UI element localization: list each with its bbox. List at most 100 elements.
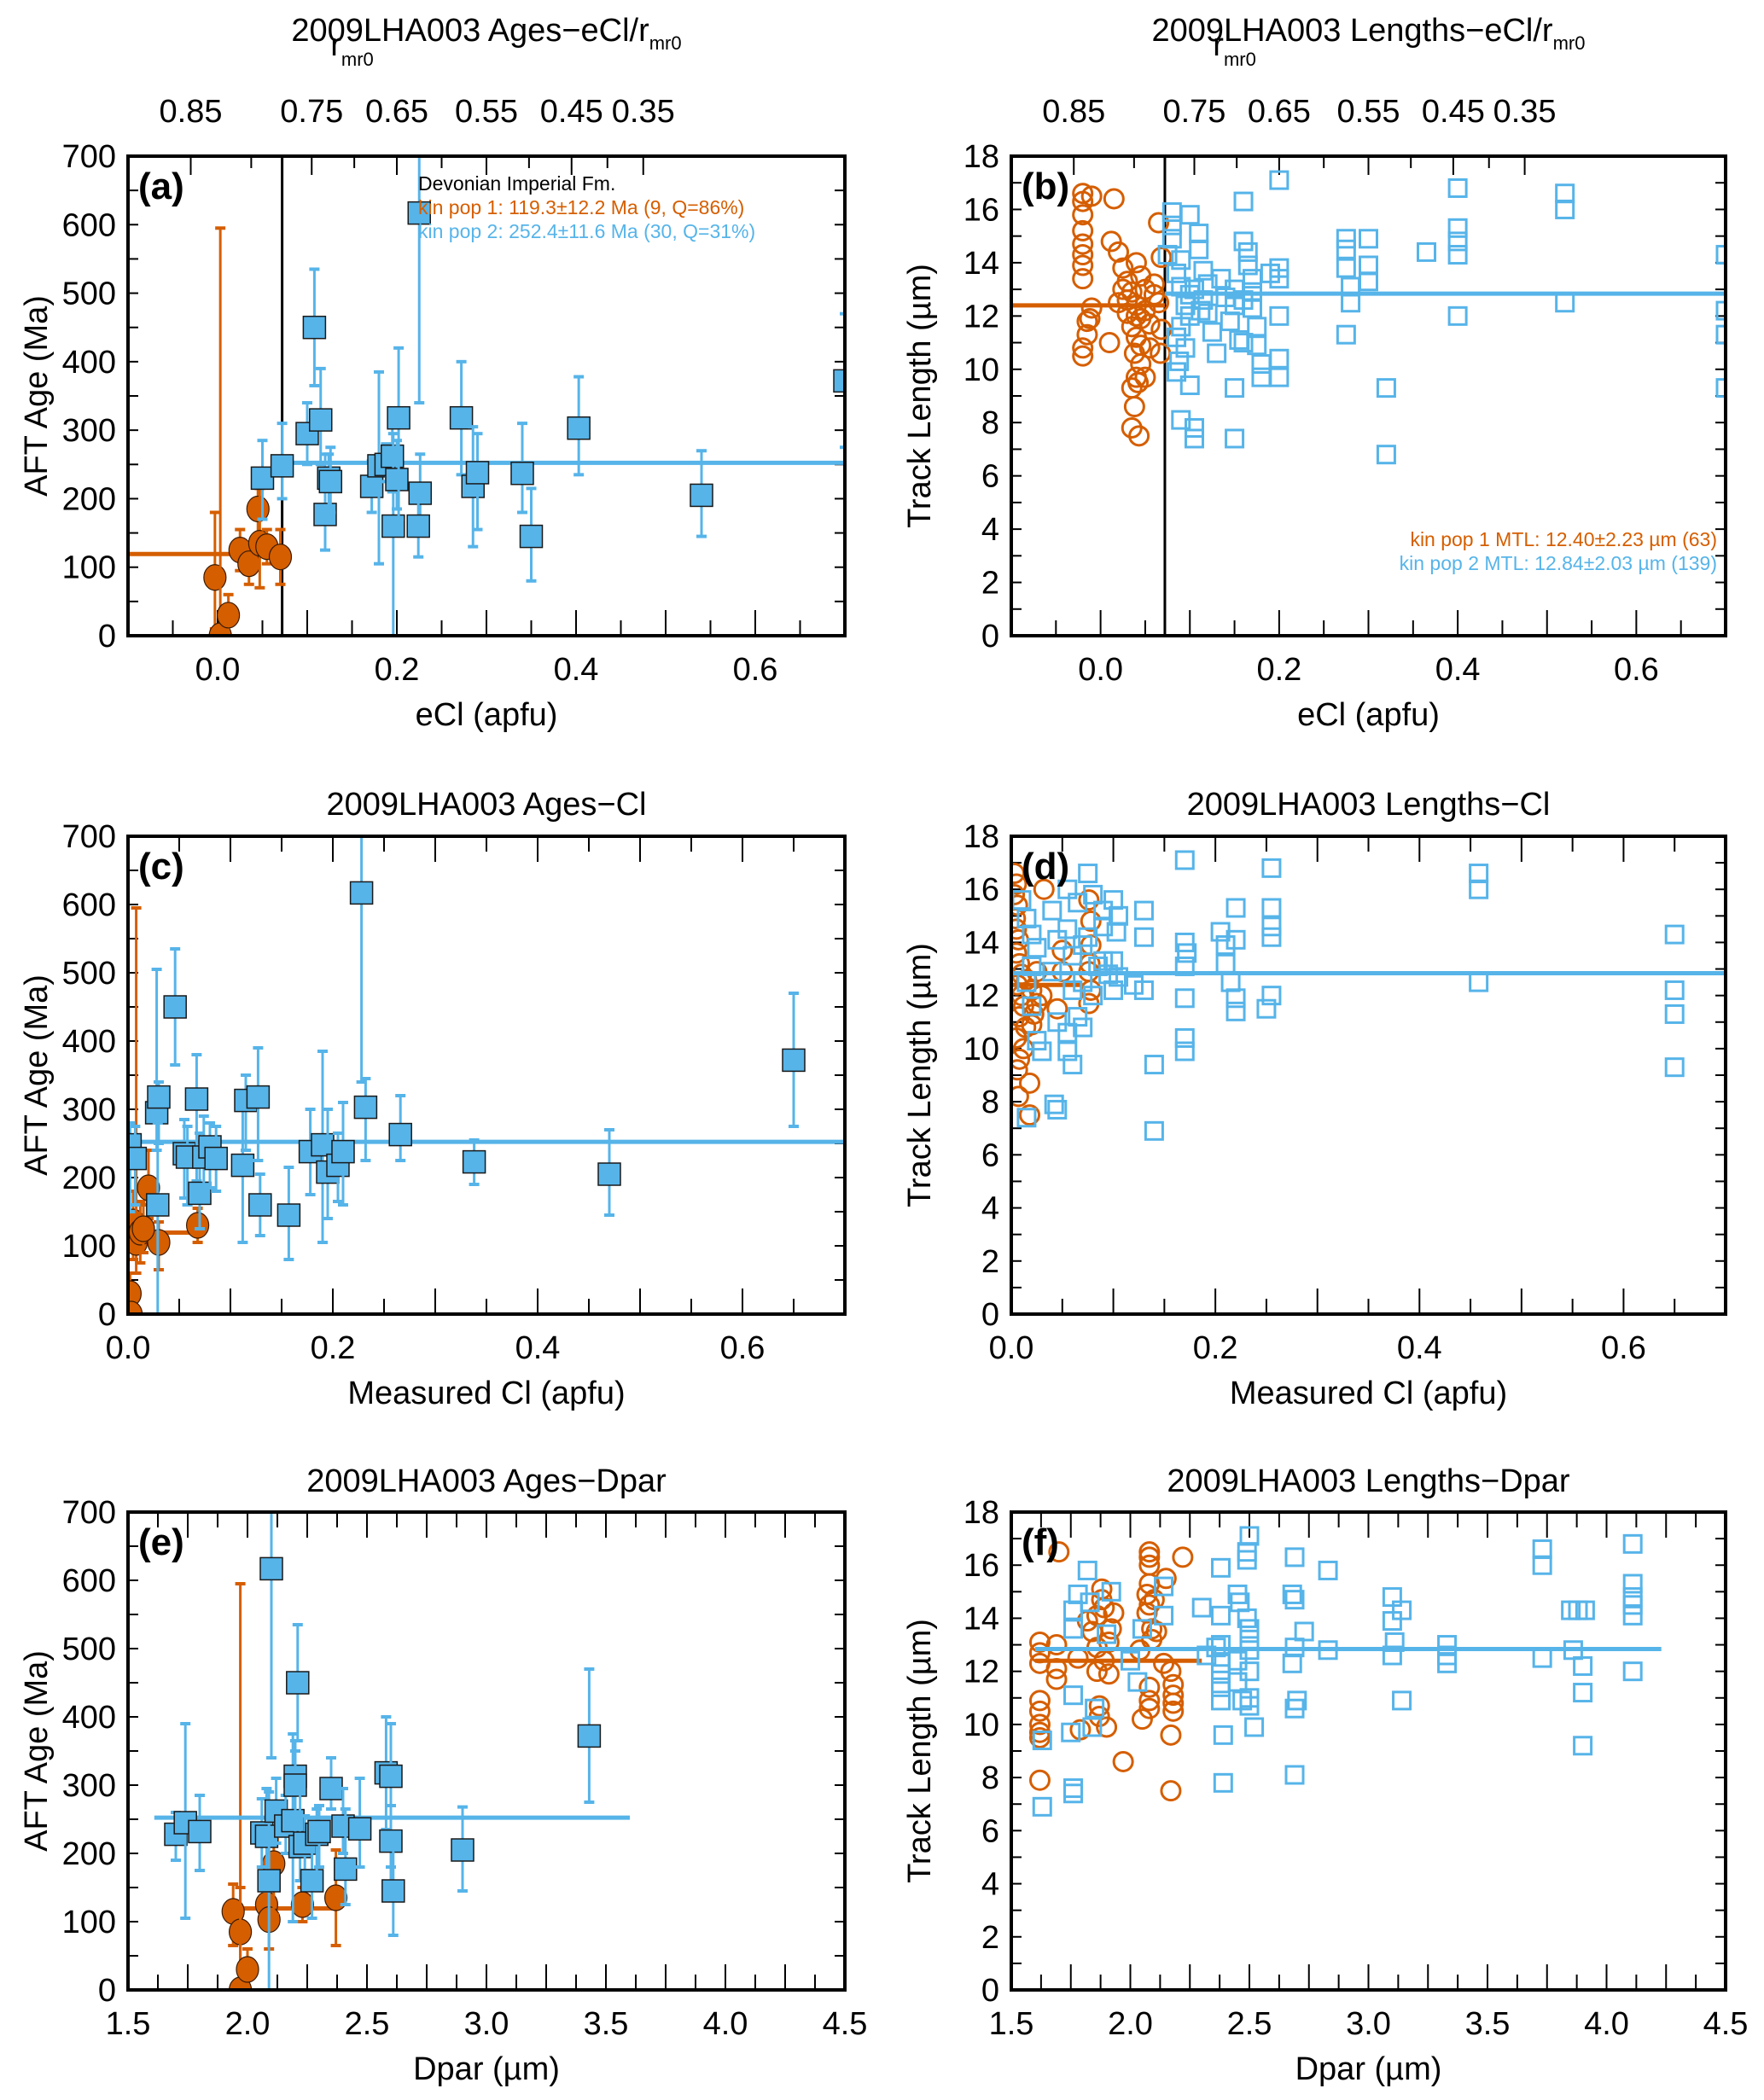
data-point <box>597 1162 621 1186</box>
data-point <box>1211 1690 1231 1711</box>
data-point <box>1100 1618 1122 1640</box>
y-tick-label: 0 <box>98 1297 116 1333</box>
data-point <box>1133 900 1154 921</box>
data-point <box>385 468 409 492</box>
data-point <box>1032 1041 1052 1062</box>
data-point <box>1376 445 1396 465</box>
y-tick-label: 16 <box>964 192 999 228</box>
data-point <box>1573 1655 1593 1676</box>
panel-label: (f) <box>1022 1521 1059 1563</box>
top-axis-tick-label: 0.35 <box>612 94 675 130</box>
data-point <box>1392 1600 1412 1620</box>
data-point <box>1072 254 1094 276</box>
data-point <box>1189 239 1209 259</box>
data-point <box>1225 378 1245 398</box>
data-point <box>1019 1104 1041 1126</box>
data-point <box>449 405 474 430</box>
data-point <box>1072 233 1094 255</box>
data-point <box>1080 185 1103 207</box>
y-tick-label: 6 <box>981 1137 999 1173</box>
data-point <box>1138 1541 1161 1563</box>
legend-entry: kin pop 2 MTL: 12.84±2.03 µm (139) <box>1400 552 1717 574</box>
data-point <box>1047 1012 1068 1033</box>
data-point <box>1622 1533 1643 1554</box>
series-pop1 <box>1028 1541 1202 1802</box>
x-tick-label: 0.2 <box>1256 652 1301 688</box>
data-point <box>1284 1765 1305 1785</box>
data-point <box>1179 284 1200 305</box>
y-tick-label: 0 <box>981 1297 999 1333</box>
data-point <box>1161 215 1182 236</box>
data-point <box>1336 229 1356 249</box>
panel-title: 2009LHA003 Lengths−eCl/rmr0 <box>1152 13 1586 54</box>
data-point <box>577 1724 602 1748</box>
x-tick-label: 0.6 <box>1601 1330 1646 1366</box>
data-point <box>311 1132 335 1157</box>
y-tick-label: 18 <box>964 819 999 855</box>
panel-title: 2009LHA003 Ages−Cl <box>326 787 646 823</box>
data-point <box>1261 916 1282 937</box>
y-tick-label: 500 <box>62 276 116 312</box>
data-point <box>465 461 490 485</box>
data-point <box>1239 1661 1260 1682</box>
data-point <box>690 483 713 508</box>
data-point <box>1179 205 1200 225</box>
data-point <box>1532 1539 1552 1560</box>
data-point <box>1108 241 1130 263</box>
panel-a: 2009LHA003 Ages−eCl/rmr0 0 100 200 300 400 500… <box>19 13 847 733</box>
x-tick-label: 3.5 <box>584 2006 629 2042</box>
y-axis-label: AFT Age (Ma) <box>19 974 55 1176</box>
data-point <box>387 405 410 430</box>
top-axis-tick-label: 0.85 <box>160 94 223 130</box>
data-point <box>1237 241 1258 262</box>
data-point <box>1336 239 1356 259</box>
y-tick-label: 0 <box>98 619 116 654</box>
x-axis-label: Measured Cl (apfu) <box>1230 1376 1507 1411</box>
panel-b: 2009LHA003 Lengths−eCl/rmr0 0 2 4 6 8 10 12 14 16… <box>902 13 1727 733</box>
y-tick-label: 200 <box>62 1836 116 1872</box>
data-point <box>1382 1645 1402 1666</box>
y-tick-label: 14 <box>964 246 999 282</box>
y-tick-label: 700 <box>62 139 116 175</box>
data-point <box>1359 229 1378 249</box>
x-tick-label: 4.0 <box>1584 2006 1629 2042</box>
data-point <box>307 1819 331 1844</box>
data-point <box>1189 224 1209 244</box>
data-point <box>1284 1698 1305 1719</box>
data-point <box>1016 1108 1037 1128</box>
series-pop2 <box>1157 170 1726 465</box>
data-point <box>1073 972 1093 992</box>
data-point <box>1555 293 1575 313</box>
y-tick-label: 6 <box>981 459 999 495</box>
data-point <box>1202 322 1222 342</box>
data-point <box>1437 1653 1458 1673</box>
panel-label: (a) <box>138 166 184 207</box>
data-point <box>1715 245 1726 265</box>
data-point <box>1150 247 1173 269</box>
x-tick-label: 2.5 <box>345 2006 390 2042</box>
legend-entry: kin pop 2: 252.4±11.6 Ma (30, Q=31%) <box>418 220 755 242</box>
data-point <box>1097 1663 1120 1685</box>
x-tick-label: 0.0 <box>989 1330 1034 1366</box>
x-tick-label: 0.6 <box>1614 652 1659 688</box>
data-point <box>1211 269 1231 289</box>
y-tick-label: 2 <box>981 566 999 602</box>
data-point <box>1011 1059 1028 1081</box>
top-axis-label: rmr0 <box>330 27 374 70</box>
data-point <box>1232 1690 1253 1711</box>
x-tick-label: 0.4 <box>554 652 599 688</box>
data-point <box>1112 1750 1134 1772</box>
data-point <box>1148 212 1170 234</box>
data-point <box>407 201 431 225</box>
data-point <box>324 1884 348 1911</box>
data-point <box>1078 927 1098 947</box>
data-point <box>1294 1621 1314 1642</box>
data-point <box>1033 878 1055 900</box>
data-point <box>270 454 294 478</box>
data-point <box>1247 317 1267 337</box>
data-point <box>1269 367 1290 387</box>
data-point <box>1093 951 1114 971</box>
data-point <box>1359 255 1378 276</box>
x-tick-label: 0.2 <box>311 1330 356 1366</box>
x-tick-label: 2.5 <box>1227 2006 1272 2042</box>
